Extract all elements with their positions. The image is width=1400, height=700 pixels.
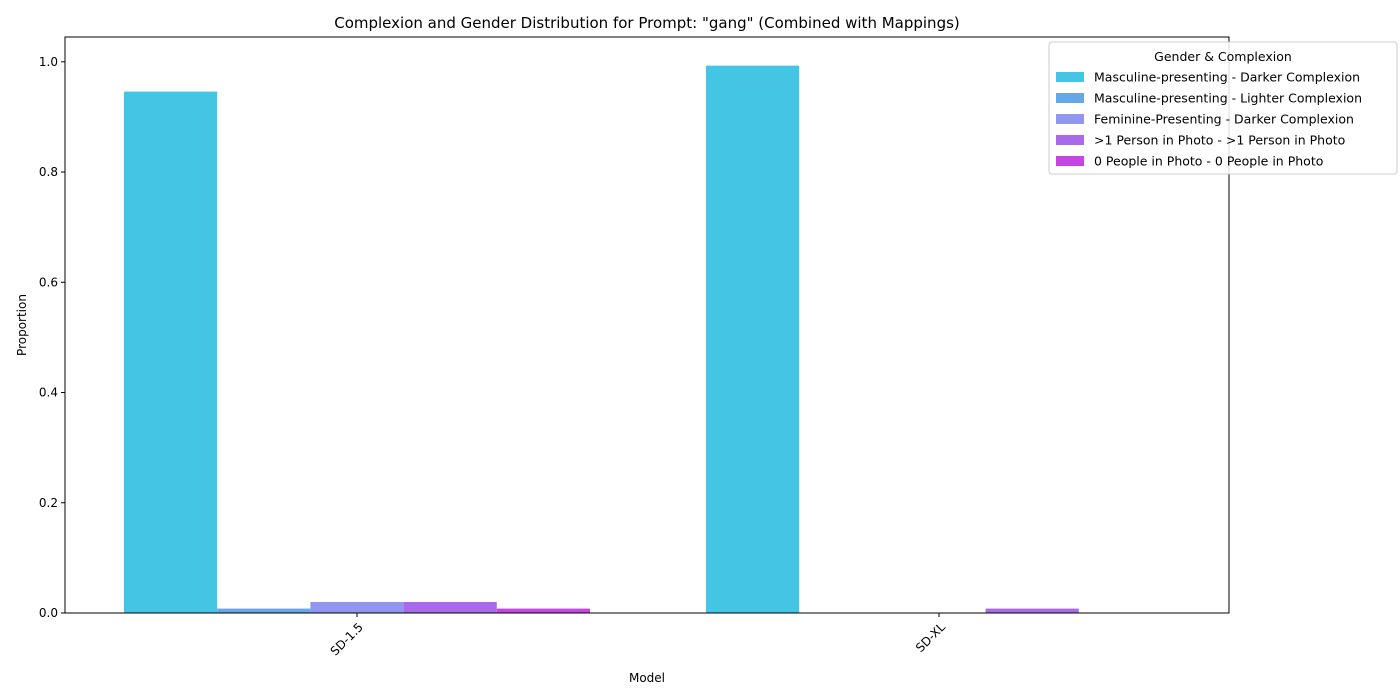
y-tick-label: 0.0 xyxy=(39,606,58,620)
legend-title: Gender & Complexion xyxy=(1154,49,1292,64)
x-tick-label: SD-XL xyxy=(913,620,948,655)
bar xyxy=(217,608,311,613)
bar xyxy=(310,601,404,613)
y-tick-label: 0.8 xyxy=(39,165,58,179)
y-tick-label: 0.4 xyxy=(39,386,58,400)
y-tick-label: 0.6 xyxy=(39,275,58,289)
legend-swatch xyxy=(1056,135,1084,145)
x-tick-label: SD-1.5 xyxy=(328,620,366,658)
legend-label: Feminine-Presenting - Darker Complexion xyxy=(1094,112,1354,127)
plot-frame xyxy=(64,36,1230,614)
legend-swatch xyxy=(1056,114,1084,124)
legend-swatch xyxy=(1056,93,1084,103)
y-axis: 0.0 0.2 0.4 0.6 0.8 1.0 xyxy=(39,55,65,620)
x-axis-title: Model xyxy=(629,671,665,685)
legend-label: Masculine-presenting - Darker Complexion xyxy=(1094,70,1360,85)
bar xyxy=(124,91,218,613)
legend-swatch xyxy=(1056,156,1084,166)
bar xyxy=(985,608,1079,613)
legend-label: 0 People in Photo - 0 People in Photo xyxy=(1094,154,1323,169)
y-tick-label: 1.0 xyxy=(39,55,58,69)
bar xyxy=(403,601,497,613)
legend-swatch xyxy=(1056,72,1084,82)
legend-label: >1 Person in Photo - >1 Person in Photo xyxy=(1094,133,1345,148)
y-tick-label: 0.2 xyxy=(39,496,58,510)
legend-box xyxy=(1048,41,1398,175)
bar xyxy=(706,65,800,613)
legend-items: Masculine-presenting - Darker Complexion… xyxy=(1056,70,1362,169)
legend: Gender & Complexion Masculine-presenting… xyxy=(1048,41,1398,175)
x-axis: SD-1.5 SD-XL xyxy=(328,613,948,658)
bar xyxy=(496,608,590,613)
bars-layer xyxy=(124,65,1079,613)
y-axis-title: Proportion xyxy=(15,294,29,356)
chart-title: Complexion and Gender Distribution for P… xyxy=(334,14,960,32)
legend-label: Masculine-presenting - Lighter Complexio… xyxy=(1094,91,1362,106)
